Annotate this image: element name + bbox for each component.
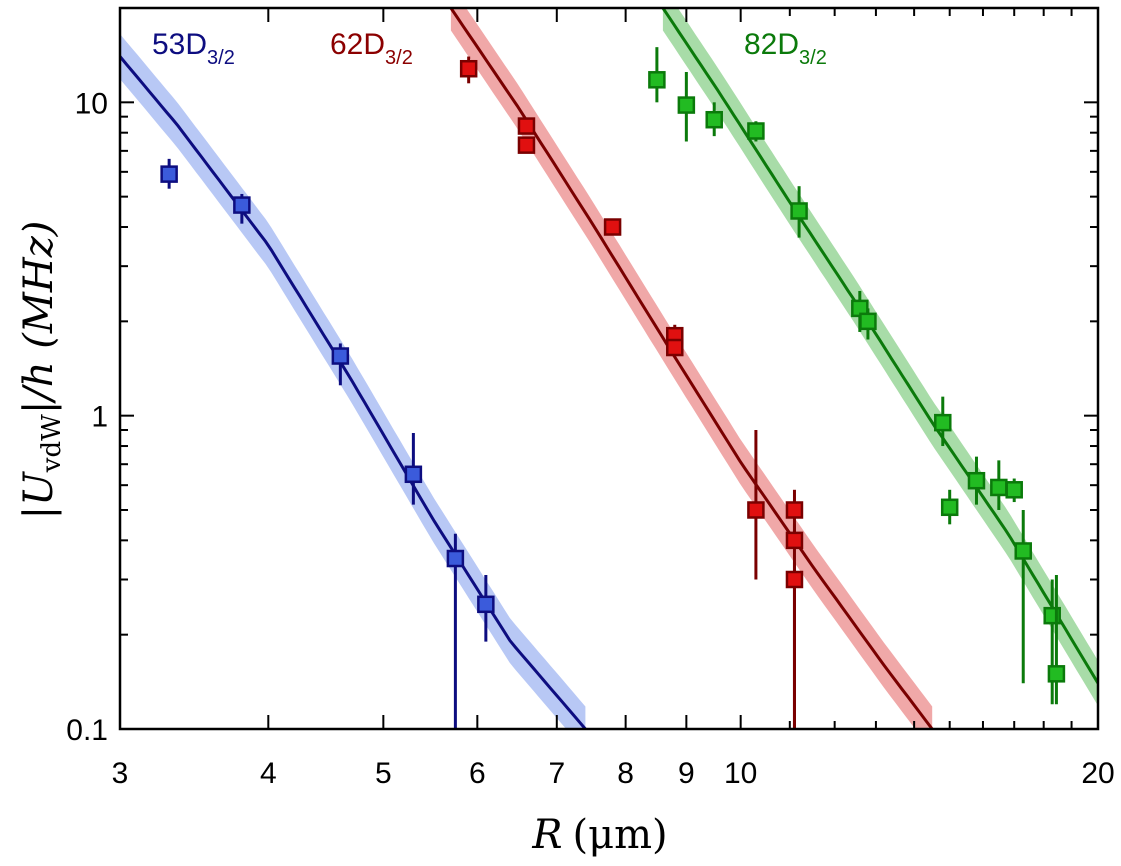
x-tick-label: 7 [548, 757, 565, 790]
y-axis-label: |UvdW|/h (MHz) [16, 221, 67, 520]
data-point [603, 218, 622, 236]
fit-line-0 [120, 55, 587, 729]
data-point [747, 122, 765, 140]
series-label-62d: 62D3/2 [330, 28, 413, 69]
data-point [940, 498, 959, 517]
plot-frame [118, 6, 1100, 731]
data-point [1005, 481, 1023, 499]
fit-line-2 [661, 8, 1098, 684]
data-point [160, 165, 178, 183]
y-tick-label: 10 [75, 87, 108, 120]
data-point [967, 471, 986, 490]
band-2 [662, 8, 1098, 706]
data-point [666, 338, 684, 357]
tick-labels: 3 4 5 6 7 8 9 10 20 0.1 1 10 [66, 87, 1114, 790]
x-tick-label: 3 [112, 757, 129, 790]
x-tick-label: 10 [724, 757, 757, 790]
data-point [1014, 542, 1032, 560]
series-label-82d: 82D3/2 [744, 28, 827, 69]
data-points [160, 47, 1066, 729]
data-point [648, 71, 666, 89]
data-point [785, 570, 804, 589]
data-point [517, 136, 536, 154]
svg-text:|UvdW|/h (MHz): |UvdW|/h (MHz) [16, 221, 67, 520]
data-point [934, 413, 952, 432]
data-point [785, 501, 804, 519]
data-point [459, 59, 478, 78]
data-point [331, 347, 350, 365]
x-tick-label: 20 [1081, 757, 1114, 790]
x-tick-label: 5 [375, 757, 392, 790]
data-point [517, 117, 536, 135]
series-label-53d: 53D3/2 [152, 28, 235, 69]
axis-ticks [119, 7, 1099, 730]
x-axis-label: R (μm) [531, 812, 667, 858]
data-point [785, 531, 804, 550]
data-point [747, 501, 765, 519]
data-point [705, 110, 723, 129]
x-tick-label: 4 [260, 757, 277, 790]
data-point [677, 96, 696, 114]
y-tick-label: 0.1 [66, 714, 108, 747]
confidence-bands [120, 8, 1098, 729]
data-point [1047, 665, 1066, 683]
fit-curves [120, 8, 1098, 729]
x-tick-label: 9 [678, 757, 695, 790]
y-tick-label: 1 [91, 401, 108, 434]
x-tick-label: 6 [469, 757, 486, 790]
data-point [859, 312, 877, 331]
data-point [446, 549, 465, 568]
data-point [404, 465, 423, 484]
data-point [790, 202, 808, 220]
data-point [233, 196, 251, 214]
data-point [990, 478, 1008, 497]
data-point [477, 595, 495, 614]
x-tick-label: 8 [617, 757, 634, 790]
